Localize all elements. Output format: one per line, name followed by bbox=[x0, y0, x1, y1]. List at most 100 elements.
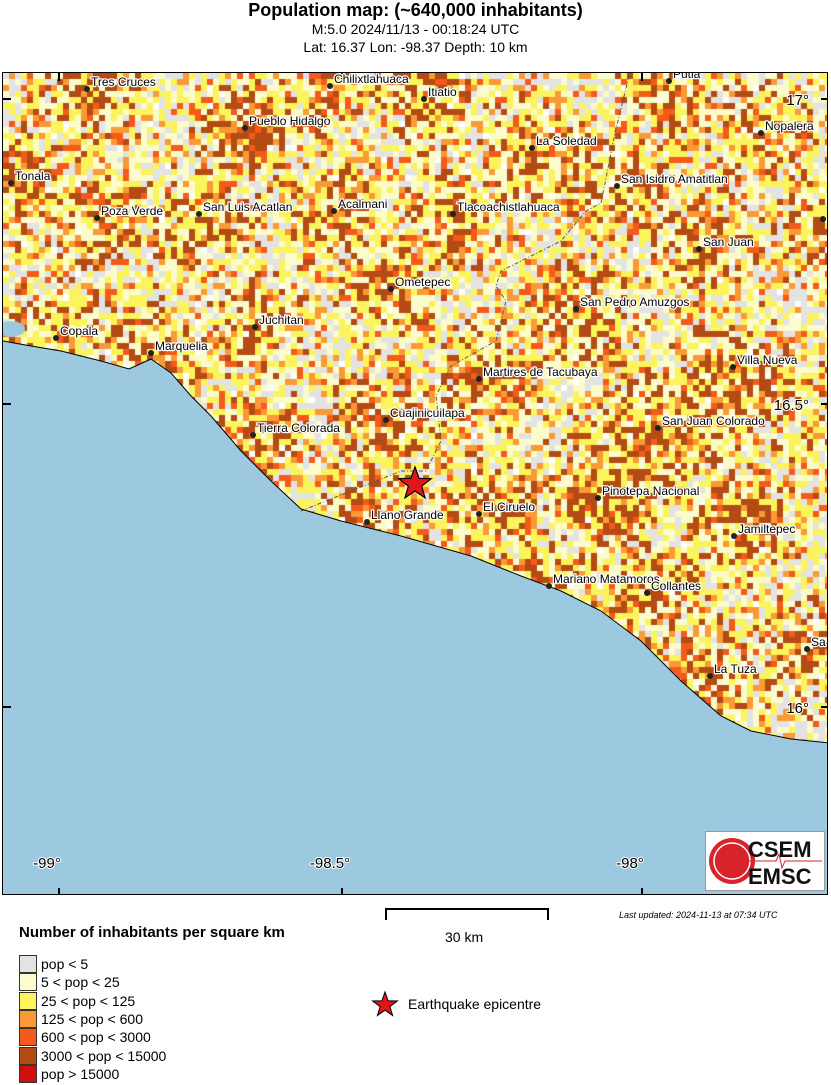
legend-swatch bbox=[19, 1028, 37, 1047]
city-dot bbox=[546, 583, 552, 589]
city-label: La Soledad bbox=[536, 134, 597, 148]
scale-bar-label: 30 km bbox=[445, 929, 484, 945]
city-label: Pinotepa Nacional bbox=[602, 484, 699, 498]
legend-item: 125 < pop < 600 bbox=[19, 1009, 143, 1028]
city-label: Copala bbox=[60, 324, 98, 338]
city-dot bbox=[94, 215, 100, 221]
epicentre-star[interactable] bbox=[397, 465, 433, 500]
city-label: Poza Verde bbox=[101, 204, 163, 218]
legend-item: 600 < pop < 3000 bbox=[19, 1028, 151, 1047]
city-label: Nopalera bbox=[765, 119, 814, 133]
city-dot bbox=[53, 335, 59, 341]
city-label: Itiatio bbox=[428, 85, 457, 99]
legend-swatch bbox=[19, 1046, 37, 1065]
city-dot bbox=[383, 417, 389, 423]
coastline bbox=[3, 340, 827, 744]
legend-label: pop > 15000 bbox=[41, 1065, 120, 1082]
lat-tick-label: 17° bbox=[786, 92, 809, 109]
legend-label: 5 < pop < 25 bbox=[41, 974, 120, 991]
map-overlay: -99° -98.5° -98° 17° 16.5° 16° Tres Cruces Chi… bbox=[3, 73, 828, 894]
legend-item: 3000 < pop < 15000 bbox=[19, 1046, 167, 1065]
legend-label: pop < 5 bbox=[41, 956, 89, 972]
scale-bar bbox=[385, 908, 549, 920]
city-label: San Juan bbox=[703, 235, 754, 249]
city-dot bbox=[655, 425, 661, 431]
city-label: San Juan Colorado bbox=[662, 414, 765, 428]
city-dot bbox=[84, 86, 90, 92]
legend-swatch bbox=[19, 991, 37, 1010]
legend-label: 3000 < pop < 15000 bbox=[41, 1047, 167, 1064]
city-label: Juchitan bbox=[259, 313, 304, 327]
city-label: San Luis Acatlan bbox=[203, 200, 292, 214]
city-label: La Tuza bbox=[714, 662, 757, 676]
city-dot bbox=[529, 145, 535, 151]
city-dot bbox=[731, 533, 737, 539]
city-dot bbox=[364, 519, 370, 525]
city-label: M bbox=[827, 205, 828, 219]
graticule-ticks: -99° -98.5° -98° 17° 16.5° 16° bbox=[3, 73, 827, 894]
star-icon bbox=[371, 990, 399, 1017]
city-label: Sa bbox=[811, 635, 826, 649]
city-dot bbox=[476, 376, 482, 382]
legend-title: Number of inhabitants per square km bbox=[19, 924, 285, 941]
lon-tick-label: -99° bbox=[33, 855, 61, 872]
legend-item: 5 < pop < 25 bbox=[19, 973, 120, 992]
legend-item: 25 < pop < 125 bbox=[19, 991, 135, 1010]
logo-emsc: EMSC bbox=[748, 864, 812, 889]
city-dot bbox=[148, 350, 154, 356]
city-label: Tres Cruces bbox=[91, 75, 156, 89]
legend-swatch bbox=[19, 1009, 37, 1028]
city-label: Collantes bbox=[651, 579, 701, 593]
city-dot bbox=[476, 511, 482, 517]
city-dot bbox=[252, 324, 258, 330]
legend-label: 600 < pop < 3000 bbox=[41, 1029, 151, 1046]
city-label: San Isidro Amatitlan bbox=[621, 172, 728, 186]
legend-swatch bbox=[19, 955, 37, 973]
city-dot bbox=[242, 125, 248, 131]
city-label: Tonala bbox=[15, 169, 51, 183]
lon-tick-label: -98° bbox=[616, 855, 644, 872]
city-dot bbox=[8, 180, 14, 186]
city-dot bbox=[450, 211, 456, 217]
city-dot bbox=[820, 216, 826, 222]
lat-tick-label: 16.5° bbox=[774, 397, 809, 414]
city-dot bbox=[758, 130, 764, 136]
city-label: Pueblo Hidalgo bbox=[249, 114, 331, 128]
city-dot bbox=[666, 78, 672, 84]
city-label: Tierra Colorada bbox=[257, 421, 340, 435]
city-dot bbox=[331, 208, 337, 214]
legend-swatch bbox=[19, 973, 37, 992]
city-dot bbox=[573, 306, 579, 312]
city-label: Marquelia bbox=[155, 339, 208, 353]
city-label: Llano Grande bbox=[371, 508, 444, 522]
city-label: Chilixtlahuaca bbox=[334, 73, 409, 86]
city-label: Jamiltepec bbox=[738, 522, 795, 536]
city-label: Acalmani bbox=[338, 197, 387, 211]
city-dot bbox=[614, 183, 620, 189]
city-label: Mariano Matamoros bbox=[553, 572, 660, 586]
logo-csem: CSEM bbox=[748, 837, 812, 862]
city-label: Cuajinicuilapa bbox=[390, 406, 465, 420]
city-label: Martires de Tacubaya bbox=[483, 365, 598, 379]
legend-label: 125 < pop < 600 bbox=[41, 1010, 143, 1027]
city-dot bbox=[707, 673, 713, 679]
city-dot bbox=[388, 286, 394, 292]
city-dot bbox=[644, 590, 650, 596]
last-updated: Last updated: 2024-11-13 at 07:34 UTC bbox=[619, 910, 778, 920]
city-label: Villa Nueva bbox=[737, 353, 798, 367]
event-location: Lat: 16.37 Lon: -98.37 Depth: 10 km bbox=[303, 39, 528, 55]
city-label: Tlacoachistlahuaca bbox=[457, 200, 560, 214]
legend-epicentre-label: Earthquake epicentre bbox=[408, 996, 542, 1012]
legend-item: pop < 5 bbox=[19, 955, 88, 973]
city-dot bbox=[696, 246, 702, 252]
population-map[interactable]: -99° -98.5° -98° 17° 16.5° 16° Tres Cruces Chi… bbox=[2, 72, 828, 895]
event-info: M:5.0 2024/11/13 - 00:18:24 UTC bbox=[311, 21, 520, 37]
city-dot bbox=[421, 96, 427, 102]
city-label: Putla bbox=[673, 73, 701, 81]
city-dot bbox=[730, 364, 736, 370]
city-dot bbox=[327, 83, 333, 89]
city-label: Ometepec bbox=[395, 275, 450, 289]
city-labels: Tres Cruces Chilixtlahuaca Itiatio Putla Pue… bbox=[8, 73, 828, 679]
lon-tick-label: -98.5° bbox=[310, 855, 350, 872]
legend-epicentre: Earthquake epicentre bbox=[370, 990, 541, 1018]
